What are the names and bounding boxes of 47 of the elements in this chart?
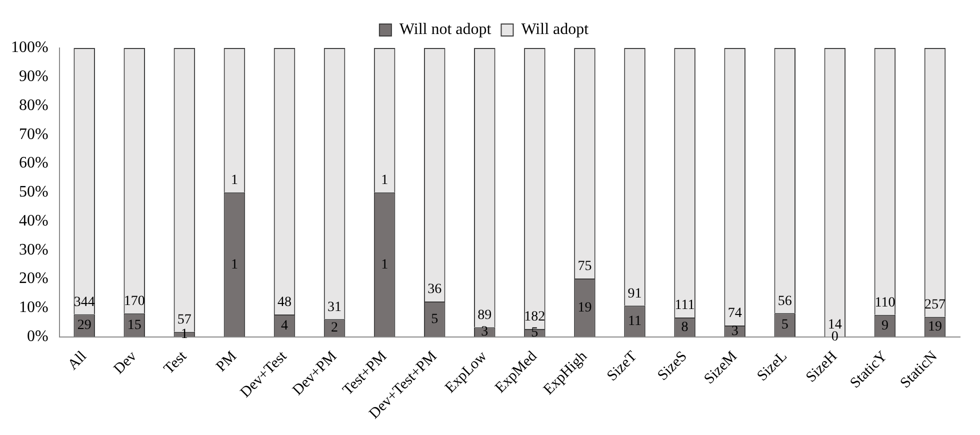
- annotation: 2: [331, 320, 338, 336]
- annotation: 1: [381, 173, 388, 188]
- annotation: 1: [230, 173, 238, 188]
- annotation: 9: [881, 318, 888, 334]
- annotation: 1: [381, 257, 388, 272]
- annotation: 15: [127, 318, 142, 333]
- y-tick-label: 0%: [27, 328, 48, 345]
- y-tick-label: 50%: [19, 184, 48, 201]
- x-tick-label: Dev: [111, 348, 140, 378]
- y-tick-label: 90%: [19, 68, 48, 86]
- annotation: 57: [177, 312, 192, 328]
- annotation: 182: [524, 310, 546, 325]
- annotation: 11: [628, 314, 642, 329]
- y-tick-label: 60%: [19, 154, 48, 172]
- annotation: 3: [481, 324, 488, 340]
- y-tick-label: 100%: [11, 39, 48, 56]
- legend-label: Will not adopt: [399, 21, 492, 38]
- annotation: 89: [478, 308, 492, 323]
- annotation: 110: [874, 296, 896, 311]
- annotation: 74: [728, 306, 742, 322]
- annotation: 8: [681, 320, 688, 335]
- y-tick-label: 80%: [19, 96, 48, 114]
- x-tick-label: Test: [161, 348, 191, 378]
- annotation: 31: [328, 300, 342, 315]
- y-tick-label: 30%: [19, 241, 48, 258]
- annotation: 5: [431, 312, 438, 327]
- annotation: 19: [928, 319, 942, 334]
- annotation: 56: [778, 294, 792, 309]
- annotation: 91: [628, 286, 642, 302]
- annotation: 111: [674, 298, 695, 314]
- legend-label: Will adopt: [521, 21, 590, 38]
- y-tick-label: 70%: [19, 126, 48, 143]
- annotation: 5: [781, 318, 788, 333]
- annotation: 36: [428, 282, 442, 298]
- x-tick-label: PM: [213, 348, 240, 376]
- annotation: 19: [578, 300, 592, 316]
- y-tick-label: 40%: [19, 212, 48, 230]
- annotation: 1: [230, 257, 238, 272]
- annotation: 3: [731, 324, 738, 339]
- y-tick-label: 20%: [19, 270, 48, 288]
- annotation: 4: [280, 318, 288, 334]
- annotation: 29: [77, 318, 92, 334]
- annotation: 48: [277, 295, 292, 310]
- annotation: 75: [578, 259, 592, 274]
- x-tick-label: All: [65, 348, 90, 374]
- annotation: 5: [531, 326, 538, 341]
- y-tick-label: 10%: [19, 299, 48, 316]
